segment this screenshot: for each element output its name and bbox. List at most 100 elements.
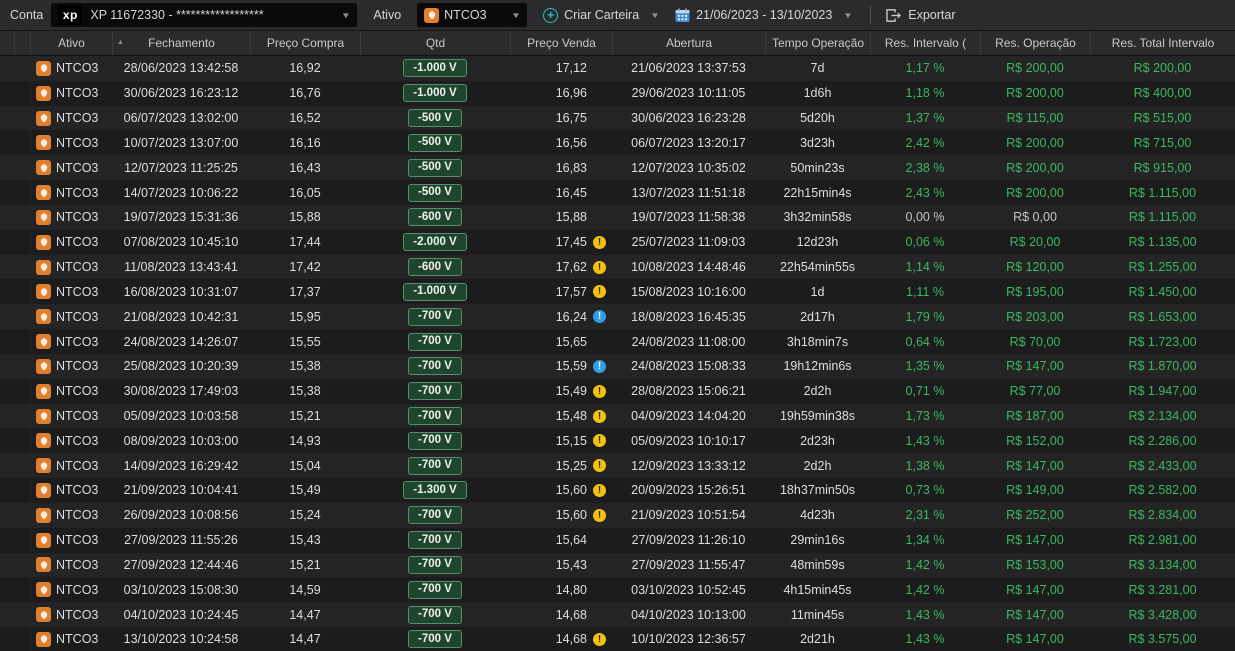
preco-venda-cell: 17,57!	[510, 279, 612, 304]
warning-icon: !	[593, 285, 606, 299]
qtd-badge: -700 V	[408, 580, 462, 599]
column-header-res-total-intervalo[interactable]: Res. Total Intervalo	[1090, 31, 1235, 55]
row-gutter-cell	[0, 602, 14, 627]
table-row[interactable]: NTCO3 12/07/2023 11:25:25 16,43 -500 V 16,83…	[0, 155, 1235, 181]
table-row[interactable]: NTCO3 21/09/2023 10:04:41 15,49 -1.300 V 15,…	[0, 478, 1235, 503]
table-body: NTCO3 28/06/2023 13:42:58 16,92 -1.000 V 17,…	[0, 56, 1235, 651]
ativo-ticker: NTCO3	[56, 409, 99, 423]
column-header-abertura[interactable]: Abertura	[612, 31, 765, 55]
exportar-button[interactable]: Exportar	[885, 8, 956, 23]
row-gutter-cell	[0, 528, 14, 553]
preco-venda-cell: 16,24!	[510, 304, 612, 329]
preco-compra-cell: 16,92	[289, 61, 321, 76]
table-row[interactable]: NTCO3 14/09/2023 16:29:42 15,04 -700 V 15,25…	[0, 453, 1235, 479]
table-row[interactable]: NTCO3 14/07/2023 10:06:22 16,05 -500 V 16,45…	[0, 180, 1235, 205]
table-row[interactable]: NTCO3 11/08/2023 13:43:41 17,42 -600 V 17,62…	[0, 254, 1235, 280]
ativo-ticker: NTCO3	[56, 284, 99, 299]
preco-compra-cell: 16,43	[289, 160, 321, 175]
preco-compra-cell: 16,16	[289, 135, 321, 150]
preco-venda-value: 15,60	[555, 483, 587, 498]
column-header-fechamento[interactable]: ▲ Fechamento	[112, 31, 250, 55]
natura-asset-icon	[36, 309, 51, 325]
preco-compra-cell: 15,88	[289, 210, 321, 225]
abertura-cell: 13/07/2023 11:51:18	[631, 185, 746, 200]
table-row[interactable]: NTCO3 05/09/2023 10:03:58 15,21 -700 V 15,48…	[0, 403, 1235, 429]
res-total-intervalo-cell: R$ 1.723,00	[1128, 334, 1197, 349]
table-row[interactable]: NTCO3 30/08/2023 17:49:03 15,38 -700 V 15,49…	[0, 378, 1235, 404]
qtd-badge: -700 V	[408, 506, 462, 525]
qtd-badge: -700 V	[408, 531, 462, 550]
fechamento-cell: 06/07/2023 13:02:00	[123, 111, 239, 126]
table-row[interactable]: NTCO3 24/08/2023 14:26:07 15,55 -700 V 15,65…	[0, 329, 1235, 354]
preco-venda-value: 15,49	[555, 384, 587, 399]
res-total-intervalo-cell: R$ 1.653,00	[1128, 309, 1197, 324]
fechamento-cell: 14/07/2023 10:06:22	[123, 185, 239, 200]
account-value: XP 11672330 - ******************	[90, 8, 264, 22]
fechamento-cell: 14/09/2023 16:29:42	[123, 458, 239, 473]
table-row[interactable]: NTCO3 21/08/2023 10:42:31 15,95 -700 V 16,24…	[0, 304, 1235, 330]
column-header-tempo-operacao[interactable]: Tempo Operação	[765, 31, 870, 55]
column-header-ativo[interactable]: Ativo	[30, 31, 112, 55]
res-intervalo-cell: 0,73 %	[905, 483, 945, 498]
res-intervalo-cell: 0,71 %	[905, 384, 945, 399]
abertura-cell: 04/10/2023 10:13:00	[631, 607, 746, 622]
abertura-cell: 21/06/2023 13:37:53	[631, 61, 746, 76]
qtd-badge: -700 V	[408, 357, 462, 376]
table-row[interactable]: NTCO3 26/09/2023 10:08:56 15,24 -700 V 15,60…	[0, 502, 1235, 528]
table-row[interactable]: NTCO3 10/07/2023 13:07:00 16,16 -500 V 16,56…	[0, 130, 1235, 156]
table-row[interactable]: NTCO3 27/09/2023 11:55:26 15,43 -700 V 15,64…	[0, 527, 1235, 553]
fechamento-cell: 11/08/2023 13:43:41	[124, 260, 238, 275]
res-operacao-cell: R$ 0,00	[1013, 210, 1057, 225]
table-row[interactable]: NTCO3 25/08/2023 10:20:39 15,38 -700 V 15,59…	[0, 353, 1235, 379]
table-row[interactable]: NTCO3 13/10/2023 10:24:58 14,47 -700 V 14,68…	[0, 627, 1235, 651]
preco-compra-cell: 15,38	[289, 359, 321, 374]
table-row[interactable]: NTCO3 27/09/2023 12:44:46 15,21 -700 V 15,43…	[0, 552, 1235, 578]
qtd-badge: -700 V	[408, 456, 462, 475]
date-range-button[interactable]: 21/06/2023 - 13/10/2023 ▼	[675, 8, 853, 23]
warning-icon: !	[593, 434, 606, 448]
table-row[interactable]: NTCO3 08/09/2023 10:03:00 14,93 -700 V 15,15…	[0, 428, 1235, 454]
account-select[interactable]: xp XP 11672330 - ****************** ▼	[51, 3, 358, 27]
abertura-cell: 12/09/2023 13:33:12	[631, 458, 746, 473]
tempo-operacao-cell: 3h32min58s	[783, 210, 852, 225]
table-row[interactable]: NTCO3 30/06/2023 16:23:12 16,76 -1.000 V 16,…	[0, 80, 1235, 106]
res-intervalo-cell: 1,34 %	[905, 533, 945, 548]
table-row[interactable]: NTCO3 03/10/2023 15:08:30 14,59 -700 V 14,80…	[0, 577, 1235, 603]
table-row[interactable]: NTCO3 16/08/2023 10:31:07 17,37 -1.000 V 17,…	[0, 279, 1235, 305]
table-row[interactable]: NTCO3 04/10/2023 10:24:45 14,47 -700 V 14,68…	[0, 602, 1235, 628]
res-intervalo-cell: 1,35 %	[905, 359, 945, 374]
abertura-cell: 05/09/2023 10:10:17	[631, 433, 746, 448]
table-row[interactable]: NTCO3 28/06/2023 13:42:58 16,92 -1.000 V 17,…	[0, 56, 1235, 81]
res-intervalo-cell: 1,42 %	[905, 557, 945, 572]
res-total-intervalo-cell: R$ 3.575,00	[1128, 632, 1197, 647]
column-header-res-operacao[interactable]: Res. Operação	[980, 31, 1090, 55]
preco-venda-cell: 15,60!	[510, 478, 612, 503]
column-header-preco-compra[interactable]: Preço Compra	[250, 31, 360, 55]
preco-venda-value: 17,45	[555, 235, 587, 250]
criar-carteira-button[interactable]: + Criar Carteira ▼	[543, 7, 661, 23]
warning-icon: !	[593, 632, 606, 646]
res-total-intervalo-cell: R$ 3.134,00	[1128, 557, 1197, 572]
natura-asset-icon	[36, 60, 51, 76]
abertura-cell: 19/07/2023 11:58:38	[631, 210, 746, 225]
preco-venda-value: 16,75	[555, 111, 587, 126]
natura-asset-icon	[36, 284, 51, 300]
tempo-operacao-cell: 7d	[810, 61, 825, 76]
column-header-qtd[interactable]: Qtd	[360, 31, 510, 55]
table-header: Ativo ▲ Fechamento Preço Compra Qtd Preç…	[0, 31, 1235, 56]
table-row[interactable]: NTCO3 19/07/2023 15:31:36 15,88 -600 V 15,88…	[0, 204, 1235, 230]
ativo-cell: NTCO3	[30, 254, 112, 280]
qtd-cell: -2.000 V	[360, 230, 510, 255]
preco-venda-value: 15,25	[555, 458, 587, 473]
table-row[interactable]: NTCO3 06/07/2023 13:02:00 16,52 -500 V 16,75…	[0, 105, 1235, 131]
fechamento-cell: 13/10/2023 10:24:58	[123, 632, 239, 647]
ativo-ticker: NTCO3	[56, 632, 99, 647]
column-header-res-intervalo[interactable]: Res. Intervalo (	[870, 31, 980, 55]
asset-select[interactable]: NTCO3 ▼	[417, 3, 528, 27]
column-header-preco-venda[interactable]: Preço Venda	[510, 31, 612, 55]
chevron-down-icon: ▼	[649, 10, 661, 20]
preco-compra-cell: 15,24	[289, 508, 321, 523]
preco-compra-cell: 15,55	[289, 334, 321, 349]
table-row[interactable]: NTCO3 07/08/2023 10:45:10 17,44 -2.000 V 17,…	[0, 229, 1235, 255]
preco-venda-value: 16,45	[555, 185, 587, 200]
